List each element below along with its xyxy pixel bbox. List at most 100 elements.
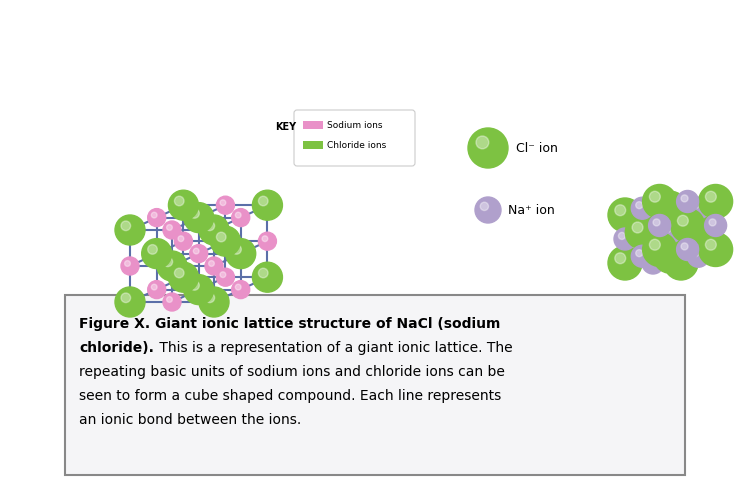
Circle shape xyxy=(205,257,223,275)
Circle shape xyxy=(674,232,682,239)
Circle shape xyxy=(163,293,181,311)
Circle shape xyxy=(205,293,214,303)
Circle shape xyxy=(626,215,659,249)
Circle shape xyxy=(659,221,681,243)
Circle shape xyxy=(646,208,653,215)
Circle shape xyxy=(121,293,130,303)
Text: This is a representation of a giant ionic lattice. The: This is a representation of a giant ioni… xyxy=(155,341,513,355)
Circle shape xyxy=(636,249,643,257)
Circle shape xyxy=(681,215,716,249)
Circle shape xyxy=(199,287,229,317)
Circle shape xyxy=(646,257,653,264)
Circle shape xyxy=(642,204,664,226)
Circle shape xyxy=(211,226,241,256)
Circle shape xyxy=(636,222,670,256)
Circle shape xyxy=(142,238,172,269)
Circle shape xyxy=(169,190,199,220)
Circle shape xyxy=(653,191,687,225)
Circle shape xyxy=(232,208,250,226)
Circle shape xyxy=(643,184,676,218)
Circle shape xyxy=(676,190,698,212)
Circle shape xyxy=(148,281,166,299)
Circle shape xyxy=(632,245,653,267)
Circle shape xyxy=(670,228,692,250)
Circle shape xyxy=(614,228,636,250)
Circle shape xyxy=(687,197,709,219)
Circle shape xyxy=(642,252,664,274)
Circle shape xyxy=(660,246,671,257)
Circle shape xyxy=(664,246,698,280)
Circle shape xyxy=(681,243,688,250)
FancyBboxPatch shape xyxy=(65,295,685,475)
Circle shape xyxy=(217,232,226,242)
Text: Chloride ions: Chloride ions xyxy=(327,140,386,149)
Circle shape xyxy=(643,229,654,239)
Circle shape xyxy=(175,232,193,250)
Circle shape xyxy=(259,268,268,278)
Circle shape xyxy=(124,261,130,267)
Circle shape xyxy=(199,215,229,245)
Circle shape xyxy=(660,198,671,209)
Circle shape xyxy=(475,197,501,223)
Text: KEY: KEY xyxy=(275,122,296,132)
Circle shape xyxy=(653,219,660,226)
Circle shape xyxy=(650,239,660,250)
Circle shape xyxy=(236,284,241,290)
Text: chloride).: chloride). xyxy=(79,341,154,355)
FancyBboxPatch shape xyxy=(294,110,415,166)
Circle shape xyxy=(178,236,184,241)
Circle shape xyxy=(677,215,688,226)
Circle shape xyxy=(681,195,688,202)
Text: Na⁺ ion: Na⁺ ion xyxy=(508,203,555,216)
Circle shape xyxy=(148,244,158,254)
Circle shape xyxy=(115,287,145,317)
Text: Cl⁻ ion: Cl⁻ ion xyxy=(516,141,558,154)
Circle shape xyxy=(163,257,172,267)
Circle shape xyxy=(608,246,642,280)
Circle shape xyxy=(698,232,733,267)
Circle shape xyxy=(166,297,172,303)
Circle shape xyxy=(476,136,489,149)
Circle shape xyxy=(209,261,214,267)
Circle shape xyxy=(632,222,643,233)
Text: an ionic bond between the ions.: an ionic bond between the ions. xyxy=(79,413,302,427)
Circle shape xyxy=(653,239,687,273)
Circle shape xyxy=(184,275,214,305)
Circle shape xyxy=(190,281,200,290)
Circle shape xyxy=(163,221,181,239)
Circle shape xyxy=(121,257,139,275)
Circle shape xyxy=(175,196,184,206)
Circle shape xyxy=(615,253,626,264)
Circle shape xyxy=(687,245,709,267)
Circle shape xyxy=(688,222,699,233)
Circle shape xyxy=(166,224,172,230)
Circle shape xyxy=(194,248,199,254)
Bar xyxy=(303,121,323,129)
Circle shape xyxy=(175,268,184,278)
Circle shape xyxy=(632,197,653,219)
Circle shape xyxy=(676,238,698,261)
Circle shape xyxy=(262,236,268,241)
Circle shape xyxy=(704,214,727,236)
Circle shape xyxy=(480,202,488,210)
Circle shape xyxy=(253,262,283,292)
Circle shape xyxy=(706,239,716,250)
Circle shape xyxy=(157,251,187,281)
Circle shape xyxy=(706,191,716,202)
Circle shape xyxy=(217,196,235,214)
Circle shape xyxy=(670,253,682,264)
Circle shape xyxy=(190,244,208,263)
Circle shape xyxy=(121,221,130,230)
Circle shape xyxy=(205,221,214,230)
Circle shape xyxy=(636,201,643,209)
Circle shape xyxy=(468,128,508,168)
Circle shape xyxy=(190,208,200,218)
Circle shape xyxy=(709,219,716,226)
Circle shape xyxy=(615,205,626,215)
Circle shape xyxy=(220,272,226,278)
Circle shape xyxy=(152,284,157,290)
Circle shape xyxy=(650,191,660,202)
Circle shape xyxy=(698,184,733,218)
Circle shape xyxy=(608,198,642,232)
Circle shape xyxy=(226,238,256,269)
